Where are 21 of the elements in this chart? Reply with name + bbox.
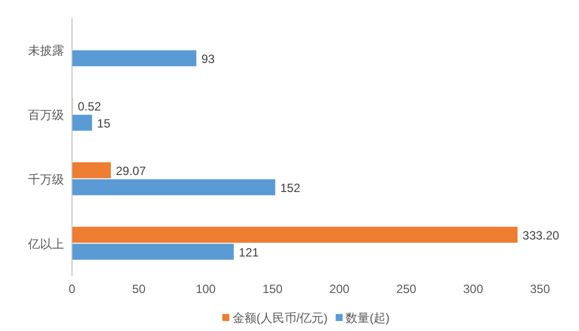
x-tick-label: 350 (530, 282, 550, 296)
data-label: 121 (238, 245, 260, 260)
x-tick-label: 200 (329, 282, 350, 296)
y-tick-label: 亿以上 (27, 236, 64, 251)
x-tick-label: 0 (68, 282, 76, 296)
x-tick-label: 300 (463, 282, 484, 296)
data-label: 333.20 (522, 228, 560, 242)
y-tick-label: 千万级 (28, 172, 64, 186)
x-tick-label: 100 (196, 282, 216, 296)
y-tick-label: 百万级 (28, 108, 64, 122)
x-tick-label: 50 (132, 282, 146, 296)
data-label: 0.52 (78, 99, 102, 114)
y-tick-label: 未披露 (28, 43, 64, 58)
data-label: 15 (97, 116, 111, 130)
legend-label: 金额(人民币/亿元) (232, 311, 328, 325)
data-label: 152 (280, 180, 301, 195)
x-tick-label: 250 (396, 282, 417, 296)
data-label: 29.07 (116, 164, 146, 178)
data-label: 93 (201, 52, 216, 66)
legend-label: 数量(起) (346, 311, 390, 325)
x-tick-label: 150 (262, 282, 283, 296)
